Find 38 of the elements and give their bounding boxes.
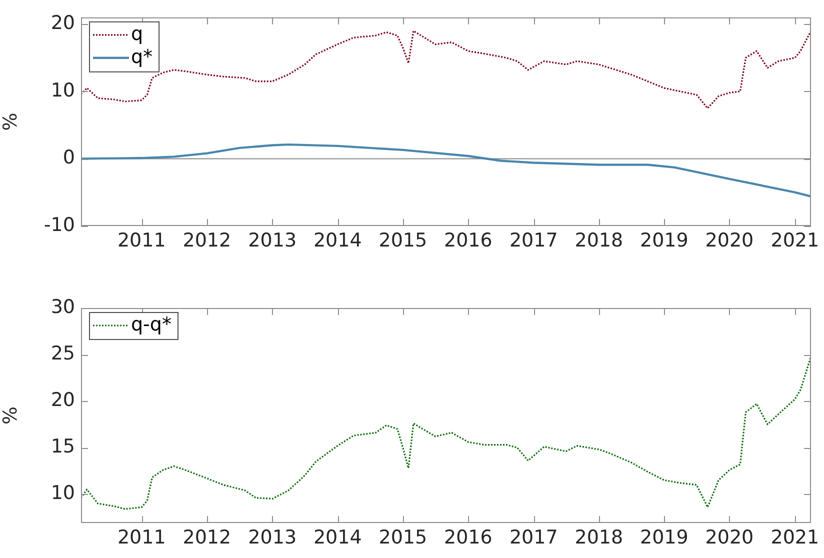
y-axis-title: % (0, 406, 22, 425)
x-tick-label: 2014 (313, 229, 362, 252)
y-tick-label: 10 (50, 482, 75, 504)
x-tick-label: 2013 (248, 526, 297, 548)
x-tick-label: 2015 (378, 526, 428, 548)
y-tick-label: -10 (44, 214, 75, 236)
x-tick-label: 2020 (705, 229, 754, 252)
x-tick-label: 2019 (640, 229, 688, 252)
x-tick-label: 2021 (770, 526, 820, 548)
x-tick-label: 2013 (248, 229, 297, 252)
x-tick-label: 2018 (574, 526, 624, 548)
y-tick-label: 25 (50, 342, 75, 364)
x-tick-label: 2015 (378, 229, 428, 252)
y-tick-label: 30 (50, 296, 75, 318)
x-tick-label: 2014 (313, 526, 362, 548)
x-tick-label: 2017 (509, 229, 558, 252)
y-tick-label: 10 (50, 79, 75, 102)
y-tick-label: 20 (50, 389, 75, 412)
x-tick-label: 2018 (574, 229, 624, 252)
x-tick-label: 2011 (117, 229, 166, 252)
legend-label: q-q* (131, 313, 172, 336)
legend-label: q* (131, 46, 153, 68)
x-tick-label: 2017 (509, 526, 558, 548)
x-tick-label: 2012 (182, 229, 232, 252)
x-tick-label: 2012 (182, 526, 232, 548)
line-series (81, 356, 811, 510)
legend-label: q (131, 22, 144, 45)
x-tick-label: 2021 (770, 229, 820, 252)
y-tick-label: 20 (50, 12, 75, 34)
x-tick-label: 2016 (444, 229, 492, 252)
x-tick-label: 2011 (117, 526, 166, 548)
y-tick-label: 15 (50, 436, 75, 458)
y-tick-label: 0 (62, 146, 75, 169)
x-tick-label: 2016 (444, 526, 492, 548)
y-axis-title: % (0, 112, 22, 131)
x-tick-label: 2020 (705, 526, 754, 548)
line-series (81, 30, 811, 110)
x-tick-label: 2019 (640, 526, 688, 548)
